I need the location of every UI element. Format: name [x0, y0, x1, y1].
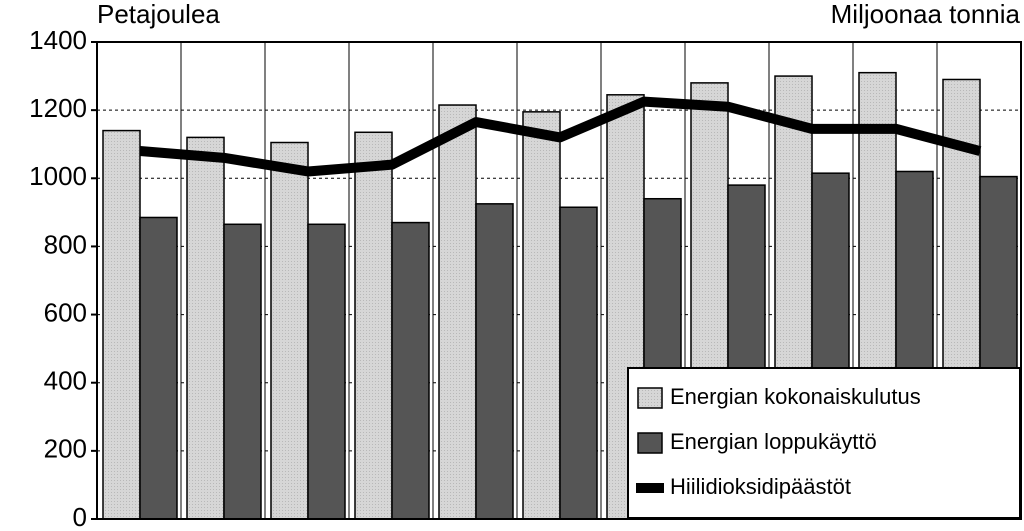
y-tick-label: 1000: [29, 161, 87, 191]
y-tick-label: 0: [73, 502, 87, 531]
legend-swatch: [637, 432, 663, 454]
bar: [354, 131, 393, 520]
y-tick-label: 1200: [29, 93, 87, 123]
y-tick-label: 1400: [29, 25, 87, 55]
bar: [559, 206, 598, 520]
line: [139, 96, 982, 177]
y-tick-label: 600: [44, 297, 87, 327]
legend: Energian kokonaiskulutus Energian loppukä…: [627, 367, 1021, 519]
bar: [391, 221, 430, 520]
legend-box: [627, 367, 1021, 519]
bar: [139, 216, 178, 520]
bar: [223, 223, 262, 520]
y-tick-label: 200: [44, 434, 87, 464]
y-axis-label: Petajoulea: [97, 0, 220, 29]
plot-frame: [96, 41, 1022, 520]
bar: [438, 104, 477, 520]
bar: [102, 129, 141, 520]
y2-axis-label: Miljoonaa tonnia: [831, 0, 1021, 29]
legend-swatch: [637, 387, 663, 409]
bar: [186, 136, 225, 520]
y-tick-label: 800: [44, 229, 87, 259]
bar: [270, 141, 309, 520]
legend-label: Energian kokonaiskulutus: [670, 384, 921, 409]
legend-swatch: [636, 483, 664, 493]
bar: [307, 223, 346, 520]
legend-label: Hiilidioksidipäästöt: [670, 474, 851, 499]
y-tick-label: 400: [44, 366, 87, 396]
bar: [522, 111, 561, 520]
legend-label: Energian loppukäyttö: [670, 429, 877, 454]
bar: [475, 203, 514, 520]
